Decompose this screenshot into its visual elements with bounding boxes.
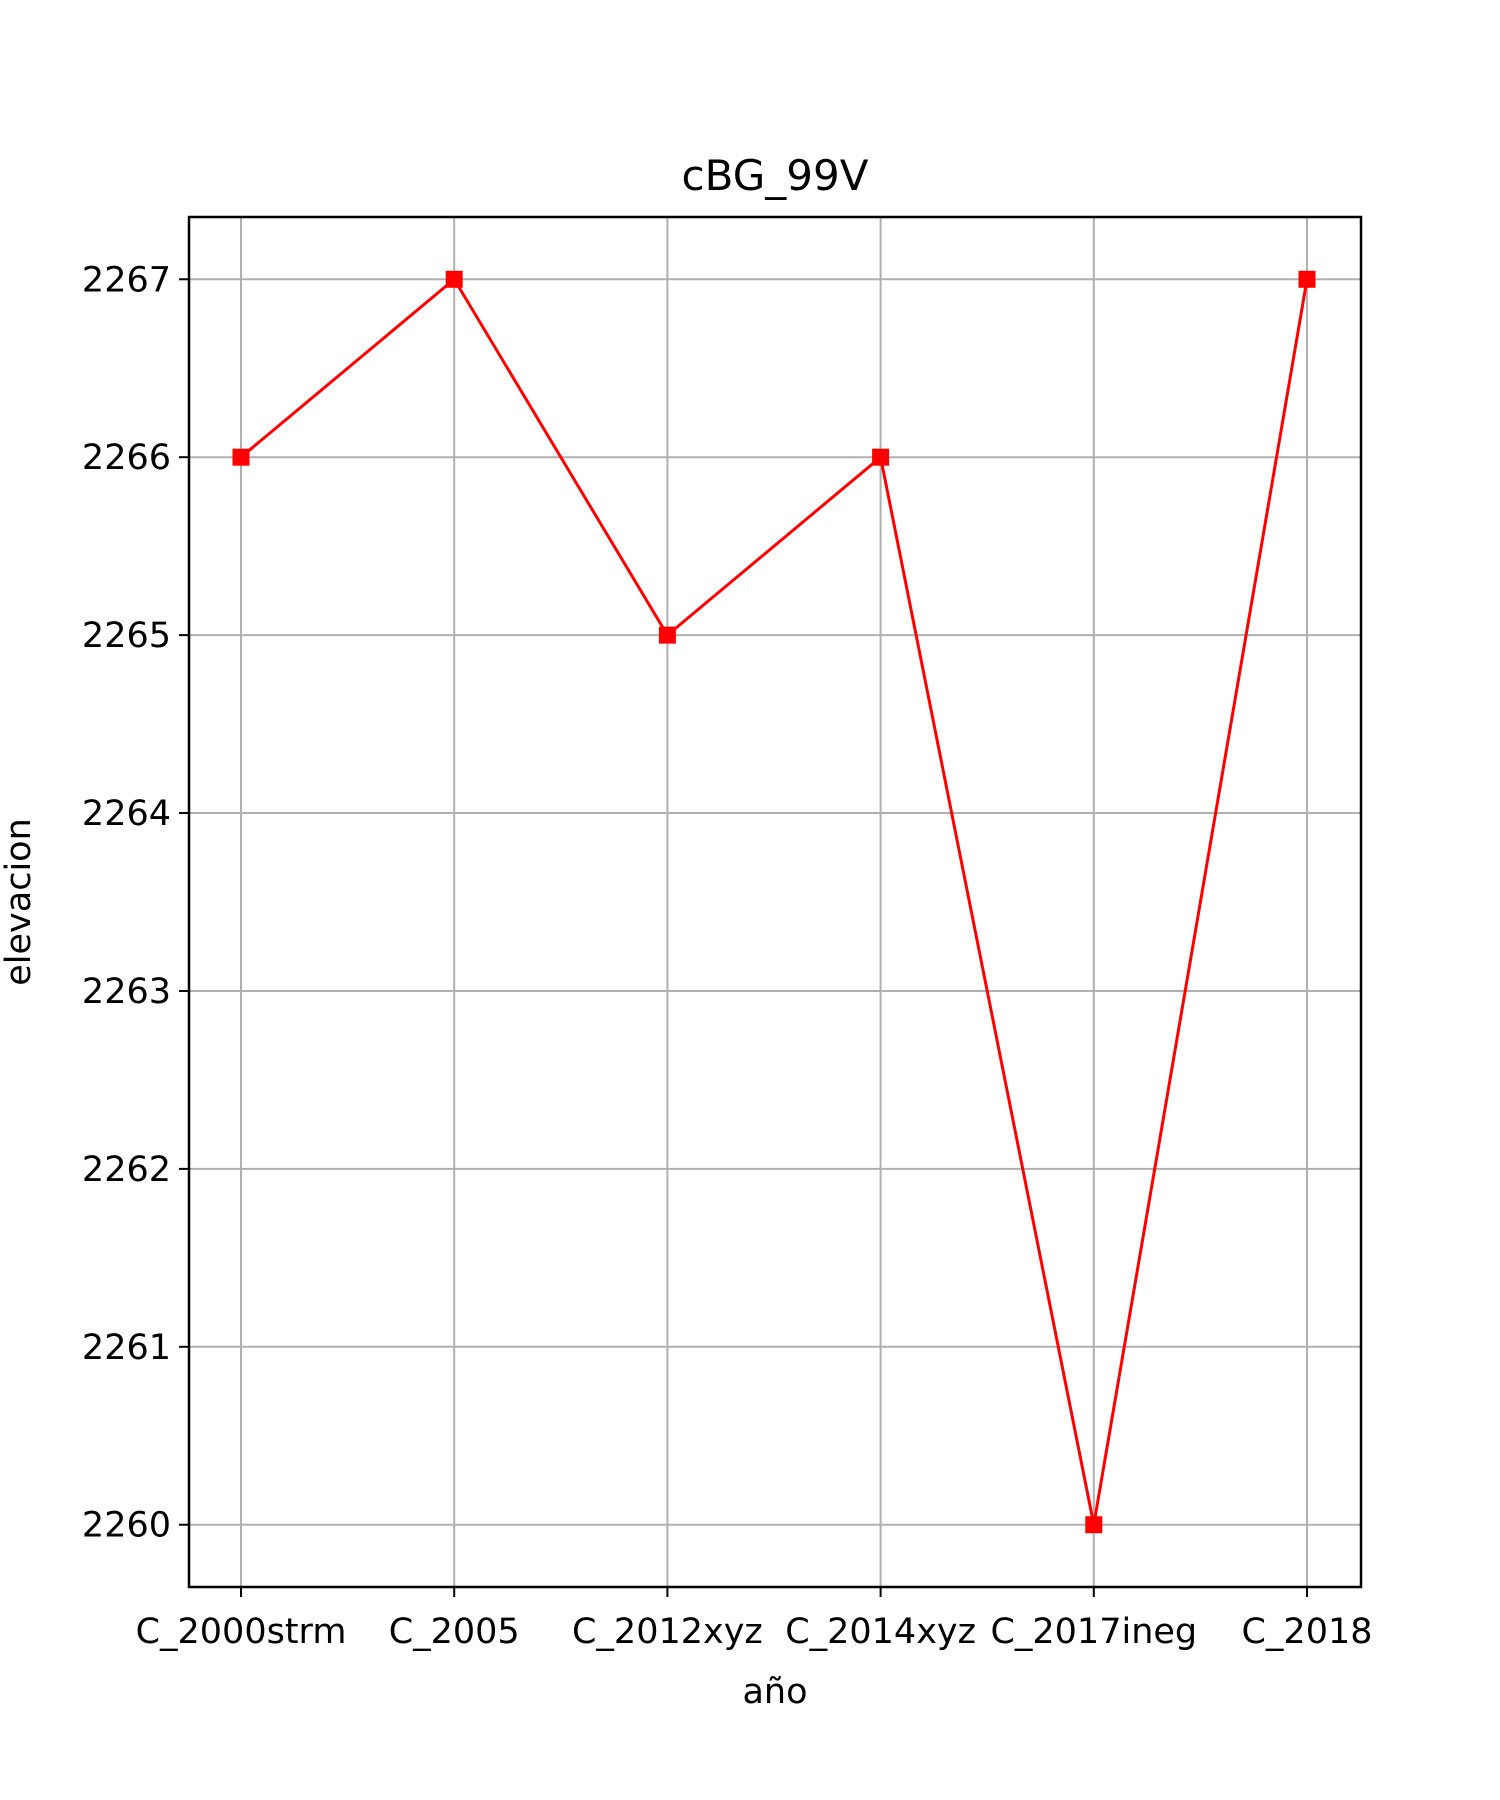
x-tick-label: C_2000strm — [136, 1612, 347, 1652]
x-tick-label: C_2012xyz — [572, 1612, 763, 1652]
x-tick-label: C_2014xyz — [785, 1612, 976, 1652]
chart-title: cBG_99V — [682, 151, 869, 200]
series-line — [240, 277, 1309, 1527]
x-axis-label: año — [742, 1672, 807, 1712]
y-tick-label: 2260 — [82, 1506, 171, 1546]
data-point-marker — [1298, 270, 1316, 288]
y-tick-label: 2264 — [82, 794, 171, 834]
y-tick-label: 2262 — [82, 1150, 171, 1190]
y-axis-label: elevacion — [0, 818, 39, 986]
plot-area-frame — [187, 215, 1363, 1589]
grid-lines — [189, 217, 1361, 1587]
data-point-marker — [872, 448, 890, 466]
x-tick-label: C_2018 — [1241, 1612, 1372, 1652]
data-point-marker — [445, 270, 463, 288]
y-tick-label: 2265 — [82, 616, 171, 656]
x-tick-label: C_2005 — [389, 1612, 520, 1652]
y-tick-label: 2266 — [82, 438, 171, 478]
x-tick-label: C_2017ineg — [990, 1612, 1197, 1652]
data-series — [232, 270, 1316, 1534]
y-tick-label: 2263 — [82, 972, 171, 1012]
axis-ticks: 2260 2261 2262 2263 2264 2265 2266 2267 C_2000st… — [82, 260, 1373, 1652]
data-point-marker — [1085, 1516, 1103, 1534]
data-point-marker — [232, 448, 250, 466]
y-tick-label: 2261 — [82, 1328, 171, 1368]
data-point-marker — [658, 626, 676, 644]
y-tick-label: 2267 — [82, 260, 171, 300]
